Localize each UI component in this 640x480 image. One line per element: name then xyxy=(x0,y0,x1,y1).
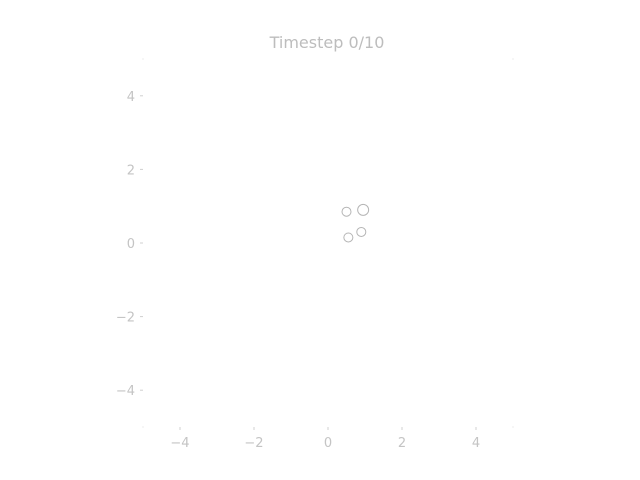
chart-title: Timestep 0/10 xyxy=(269,33,385,52)
plot-frame xyxy=(142,58,514,428)
data-points xyxy=(341,203,370,243)
x-tick-label: −2 xyxy=(244,436,263,451)
y-tick-label: 4 xyxy=(127,90,135,105)
data-point xyxy=(341,206,352,217)
y-tick-label: −2 xyxy=(116,311,135,326)
y-tick-label: 2 xyxy=(127,163,135,178)
data-point xyxy=(356,226,367,237)
y-tick-label: −4 xyxy=(116,384,135,399)
data-point xyxy=(343,232,354,243)
x-tick-label: 2 xyxy=(398,436,406,451)
x-axis: −4 −2 0 2 4 xyxy=(170,427,480,451)
x-tick-label: 0 xyxy=(324,436,332,451)
x-tick-label: −4 xyxy=(170,436,189,451)
y-tick-label: 0 xyxy=(127,237,135,252)
data-point xyxy=(357,203,370,216)
x-tick-label: 4 xyxy=(472,436,480,451)
y-axis: −4 −2 0 2 4 xyxy=(116,90,143,399)
